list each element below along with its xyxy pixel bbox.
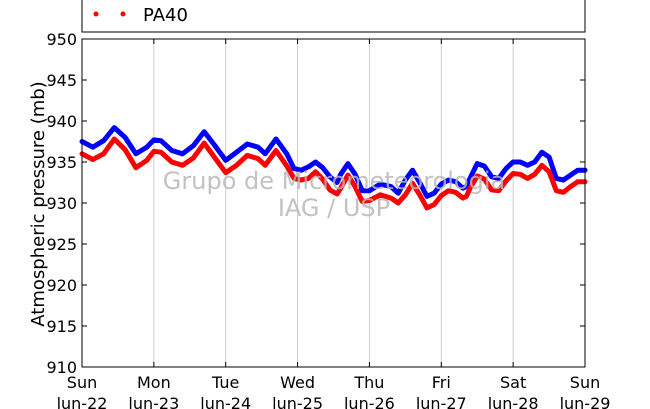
- x-tick-label-date: lun-23: [128, 394, 179, 409]
- legend: PA40: [81, 0, 586, 33]
- series-line-red: [79, 136, 588, 211]
- watermark-line-2: IAG / USP: [278, 194, 390, 222]
- x-tick-label-day: Tue: [211, 373, 239, 392]
- y-tick-label: 940: [46, 112, 77, 131]
- x-tick-label-date: lun-29: [560, 394, 611, 409]
- y-tick-label: 935: [46, 153, 77, 172]
- x-tick-label-date: lun-24: [200, 394, 251, 409]
- x-tick-label-date: lun-26: [344, 394, 395, 409]
- y-tick-label: 925: [46, 235, 77, 254]
- series-layer: [79, 125, 588, 211]
- legend-frame: [81, 0, 586, 33]
- x-tick-label-date: lun-25: [272, 394, 323, 409]
- x-tick-label-day: Sat: [500, 373, 526, 392]
- x-tick-label-day: Mon: [137, 373, 171, 392]
- x-tick-label-day: Sun: [67, 373, 97, 392]
- legend-marker-dot: [120, 11, 126, 17]
- x-tick-label-date: lun-22: [57, 394, 108, 409]
- y-tick-label: 910: [46, 358, 77, 377]
- x-tick-label-date: lun-27: [416, 394, 467, 409]
- x-tick-label-day: Wed: [280, 373, 315, 392]
- series-line-blue: [79, 125, 588, 199]
- y-tick-label: 920: [46, 276, 77, 295]
- y-tick-label: 915: [46, 317, 77, 336]
- x-tick-label-day: Fri: [432, 373, 451, 392]
- x-axis: Sun lun-22 Mon lun-23 Tue lun-24 Wed lun-25 Thu l…: [57, 39, 611, 409]
- y-axis-title: Atmospheric pressure (mb): [28, 81, 49, 326]
- legend-label-pa40: PA40: [143, 5, 188, 26]
- x-tick-label-day: Thu: [353, 373, 384, 392]
- grid-lines: [153, 39, 514, 367]
- x-tick-label-date: lun-28: [488, 394, 539, 409]
- y-axis: 910 915 920 925 930 935 940 945 950: [46, 30, 585, 377]
- y-tick-label: 930: [46, 194, 77, 213]
- y-tick-label: 945: [46, 71, 77, 90]
- y-tick-label: 950: [46, 30, 77, 49]
- legend-marker-dot: [93, 11, 99, 17]
- watermark-line-1: Grupo de Micrometeorologia: [163, 167, 505, 195]
- x-tick-label-day: Sun: [570, 373, 600, 392]
- plot-area: [82, 39, 585, 367]
